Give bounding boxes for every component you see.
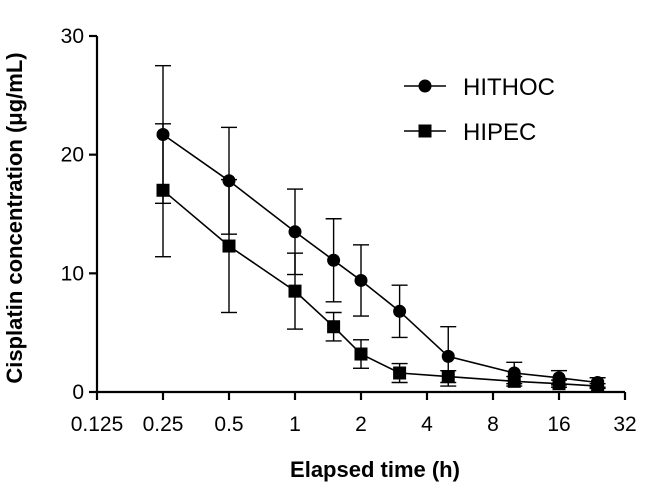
legend-item-hithoc: HITHOC	[404, 74, 555, 101]
data-point	[507, 374, 521, 388]
data-point	[288, 284, 302, 298]
x-tick-label: 2	[355, 413, 367, 436]
data-point	[441, 349, 455, 363]
data-point	[354, 273, 368, 287]
x-axis-title: Elapsed time (h)	[290, 457, 460, 482]
axes: 0 10 20 30 0.125 0.25 0.5 1 2 4 8 16 32	[61, 25, 637, 436]
legend-label: HITHOC	[463, 74, 555, 101]
legend-label: HIPEC	[463, 119, 536, 146]
data-point	[222, 239, 236, 253]
x-tick-label: 0.125	[71, 413, 124, 436]
data-point	[441, 370, 455, 384]
data-point	[552, 377, 566, 391]
legend: HITHOC HIPEC	[404, 74, 555, 146]
data-point	[288, 225, 302, 239]
data-point	[393, 366, 407, 380]
legend-item-hipec: HIPEC	[404, 119, 536, 146]
y-tick-label: 0	[72, 381, 84, 404]
data-point	[354, 347, 368, 361]
x-tick-label: 0.25	[143, 413, 184, 436]
legend-marker	[418, 124, 432, 138]
series-hithoc	[155, 64, 606, 390]
x-tick-label: 8	[487, 413, 499, 436]
data-point	[327, 253, 341, 267]
x-tick-label: 0.5	[214, 413, 243, 436]
data-point	[327, 320, 341, 334]
y-tick-label: 30	[61, 25, 84, 48]
x-tick-label: 32	[613, 413, 636, 436]
data-point	[591, 379, 605, 393]
y-axis-title: Cisplatin concentration (μg/mL)	[2, 52, 27, 383]
series-line	[162, 133, 598, 384]
x-tick-label: 16	[547, 413, 570, 436]
series-layer	[155, 64, 606, 393]
series-hipec	[155, 123, 606, 393]
legend-marker	[418, 79, 432, 93]
y-tick-label: 20	[61, 144, 84, 167]
y-tick-label: 10	[61, 262, 84, 285]
x-tick-label: 4	[421, 413, 433, 436]
data-point	[156, 183, 170, 197]
x-tick-label: 1	[289, 413, 301, 436]
series-line	[162, 189, 598, 387]
data-point	[393, 304, 407, 318]
